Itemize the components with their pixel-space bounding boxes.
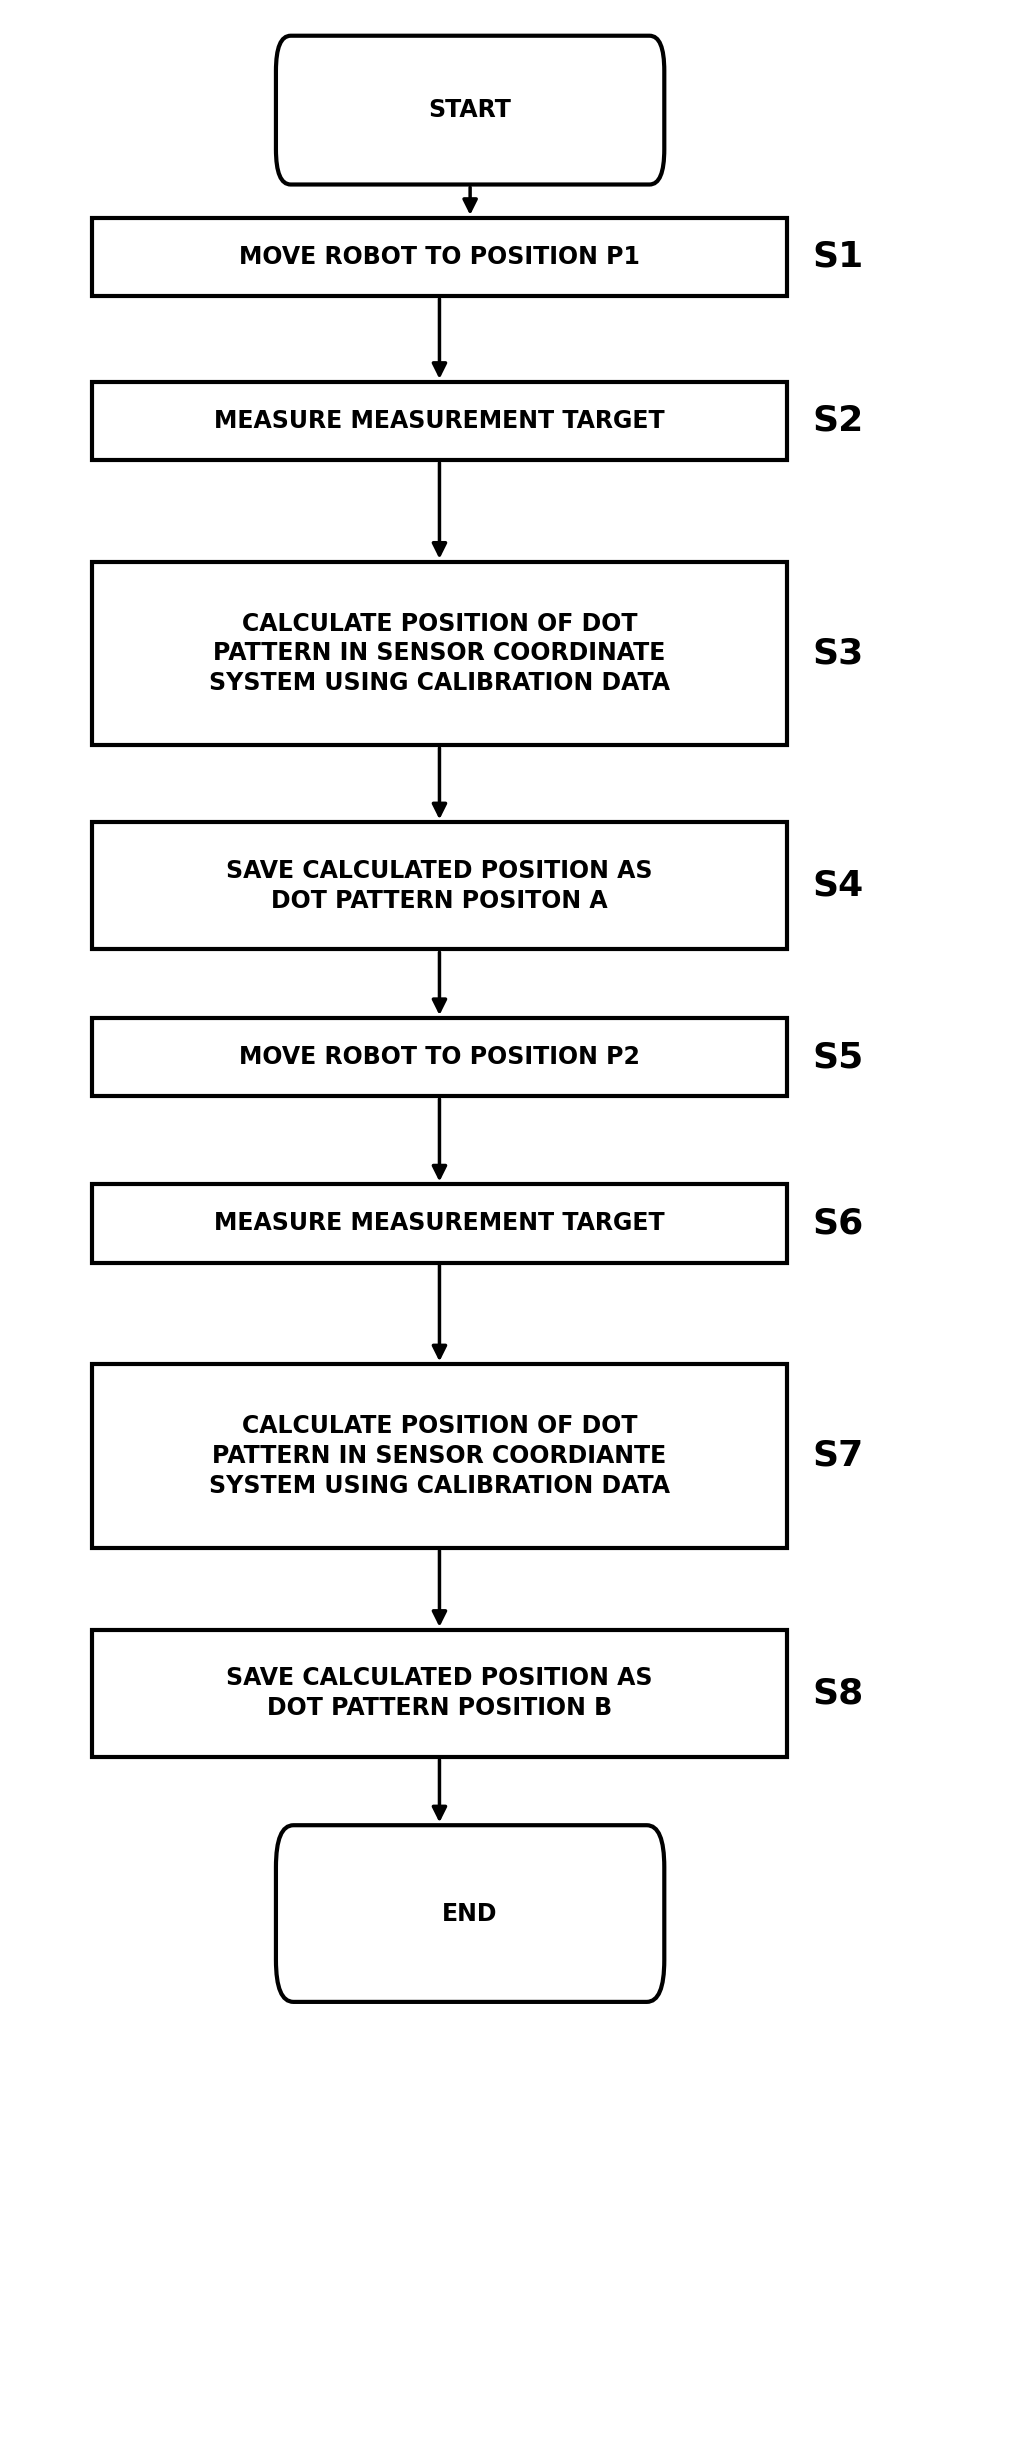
Text: MOVE ROBOT TO POSITION P2: MOVE ROBOT TO POSITION P2: [239, 1045, 640, 1069]
FancyBboxPatch shape: [276, 37, 664, 184]
Bar: [92, 822, 787, 949]
Text: CALCULATE POSITION OF DOT
PATTERN IN SENSOR COORDINATE
SYSTEM USING CALIBRATION : CALCULATE POSITION OF DOT PATTERN IN SEN…: [208, 612, 670, 695]
Bar: [92, 1363, 787, 1547]
FancyBboxPatch shape: [276, 1825, 664, 2002]
Text: MEASURE MEASUREMENT TARGET: MEASURE MEASUREMENT TARGET: [215, 409, 664, 433]
Text: S7: S7: [812, 1439, 864, 1473]
Bar: [92, 1630, 787, 1757]
Text: S1: S1: [812, 240, 864, 274]
Bar: [92, 1018, 787, 1096]
Text: S8: S8: [812, 1676, 864, 1710]
Text: MEASURE MEASUREMENT TARGET: MEASURE MEASUREMENT TARGET: [215, 1211, 664, 1236]
Text: CALCULATE POSITION OF DOT
PATTERN IN SENSOR COORDIANTE
SYSTEM USING CALIBRATION : CALCULATE POSITION OF DOT PATTERN IN SEN…: [208, 1414, 670, 1498]
Text: S6: S6: [812, 1206, 864, 1241]
Text: S4: S4: [812, 869, 864, 903]
Bar: [92, 1184, 787, 1263]
Text: SAVE CALCULATED POSITION AS
DOT PATTERN POSITION B: SAVE CALCULATED POSITION AS DOT PATTERN …: [226, 1666, 653, 1720]
Bar: [92, 563, 787, 744]
Text: START: START: [428, 98, 512, 122]
Bar: [92, 382, 787, 460]
Text: S2: S2: [812, 404, 864, 438]
Text: END: END: [443, 1901, 498, 1926]
Bar: [92, 218, 787, 296]
Text: S5: S5: [812, 1040, 864, 1074]
Text: SAVE CALCULATED POSITION AS
DOT PATTERN POSITON A: SAVE CALCULATED POSITION AS DOT PATTERN …: [226, 859, 653, 913]
Text: S3: S3: [812, 636, 864, 670]
Text: MOVE ROBOT TO POSITION P1: MOVE ROBOT TO POSITION P1: [239, 245, 640, 269]
